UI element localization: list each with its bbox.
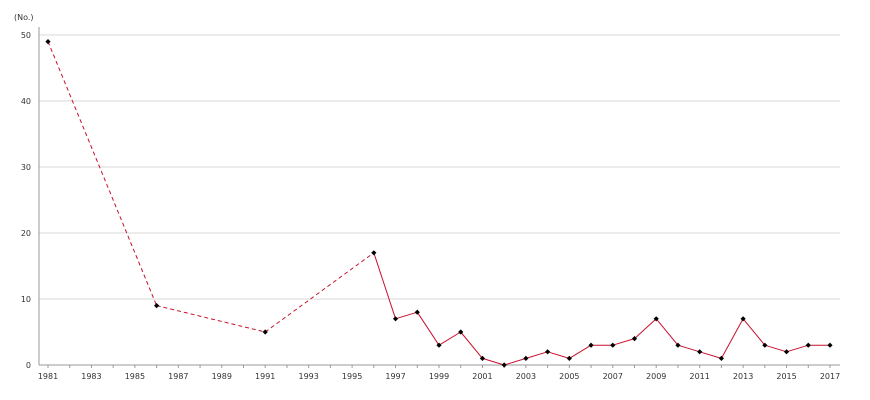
series-segment — [786, 344, 809, 353]
x-tick-label: 2007 — [603, 372, 623, 381]
y-tick-label: 40 — [21, 97, 31, 106]
x-tick-labels: 1981 1983 1985 1987 1989 1991 1993 1995 1997 1999… — [38, 372, 840, 381]
x-tick-label: 2009 — [646, 372, 666, 381]
series-segment — [547, 351, 570, 359]
data-point — [154, 303, 160, 309]
series-segment — [482, 357, 505, 366]
x-tick-label: 1989 — [212, 372, 232, 381]
data-point — [718, 355, 724, 361]
data-point — [588, 342, 594, 348]
data-point — [805, 342, 811, 348]
x-tick-label: 2011 — [689, 372, 709, 381]
series-segment — [395, 311, 418, 320]
series-lines — [47, 41, 830, 366]
x-tick-label: 1995 — [342, 372, 362, 381]
series-segment — [699, 351, 722, 359]
data-points — [45, 39, 833, 368]
x-tick-label: 2005 — [559, 372, 579, 381]
data-point — [653, 316, 659, 322]
data-point — [45, 39, 51, 45]
data-point — [262, 329, 268, 335]
x-tick-label: 2001 — [472, 372, 492, 381]
data-point — [414, 309, 420, 315]
series-segment — [373, 252, 397, 319]
series-segment — [742, 318, 766, 346]
x-tick-label: 1985 — [125, 372, 145, 381]
y-tick-label: 50 — [21, 31, 31, 40]
data-point — [371, 250, 377, 256]
data-point — [545, 349, 551, 355]
series-segment — [416, 311, 440, 346]
series-segment-dashed — [47, 41, 158, 306]
data-point — [631, 336, 638, 342]
series-segment — [460, 331, 483, 359]
y-unit-label: (No.) — [14, 13, 34, 22]
x-tick-label: 1991 — [255, 372, 275, 381]
data-point — [458, 329, 464, 335]
data-point — [783, 349, 790, 355]
data-point — [523, 355, 529, 361]
series-segment — [612, 338, 635, 346]
x-tick-label: 1999 — [429, 372, 449, 381]
series-segment — [438, 331, 461, 346]
y-tick-label: 10 — [21, 295, 31, 304]
data-point — [566, 355, 572, 361]
axes — [38, 27, 840, 368]
y-tick-labels: 0 10 20 30 40 50 — [21, 31, 31, 370]
series-segment — [655, 318, 679, 346]
x-tick-label: 2003 — [516, 372, 536, 381]
data-point — [436, 342, 442, 348]
data-point — [697, 349, 703, 355]
x-tick-label: 1987 — [168, 372, 188, 381]
series-segment — [677, 344, 700, 353]
x-tick-label: 1997 — [385, 372, 405, 381]
data-point — [501, 362, 507, 368]
gridlines — [39, 34, 840, 300]
data-point — [479, 355, 486, 361]
y-tick-label: 30 — [21, 163, 31, 172]
x-tick-label: 2013 — [733, 372, 753, 381]
series-segment — [569, 344, 592, 359]
series-segment — [504, 357, 527, 366]
x-tick-label: 1981 — [38, 372, 58, 381]
x-tick-label: 2017 — [820, 372, 840, 381]
series-segment-dashed — [156, 305, 266, 333]
series-segment — [764, 344, 787, 353]
data-point — [740, 316, 746, 322]
series-segment — [720, 318, 744, 359]
data-point — [762, 342, 768, 348]
y-tick-label: 0 — [26, 361, 31, 370]
data-point — [610, 342, 616, 348]
series-segment-dashed — [264, 252, 375, 333]
series-segment — [525, 351, 548, 359]
y-tick-label: 20 — [21, 229, 31, 238]
data-point — [392, 316, 399, 322]
series-segment — [634, 318, 657, 339]
x-tick-label: 1983 — [81, 372, 101, 381]
data-point — [675, 342, 681, 348]
x-tick-label: 2015 — [776, 372, 796, 381]
x-tick-label: 1993 — [298, 372, 318, 381]
data-point — [827, 342, 833, 348]
